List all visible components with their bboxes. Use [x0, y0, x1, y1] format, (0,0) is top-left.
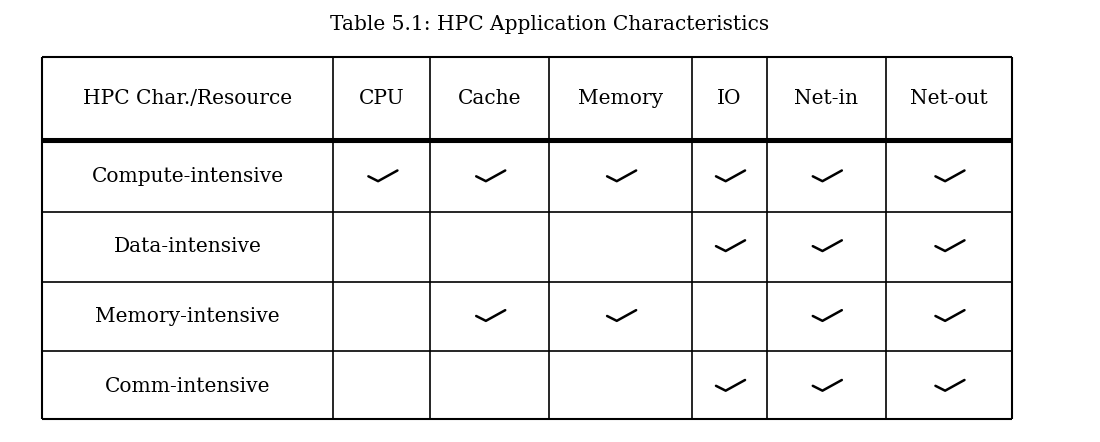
Text: Net-in: Net-in: [794, 89, 858, 108]
Text: Memory-intensive: Memory-intensive: [96, 307, 279, 326]
Text: HPC Char./Resource: HPC Char./Resource: [82, 89, 293, 108]
Text: IO: IO: [717, 89, 741, 108]
Text: Compute-intensive: Compute-intensive: [91, 168, 284, 186]
Text: Data-intensive: Data-intensive: [113, 237, 262, 256]
Text: Table 5.1: HPC Application Characteristics: Table 5.1: HPC Application Characteristi…: [330, 15, 770, 34]
Text: Comm-intensive: Comm-intensive: [104, 377, 271, 396]
Text: CPU: CPU: [359, 89, 405, 108]
Text: Memory: Memory: [578, 89, 663, 108]
Text: Net-out: Net-out: [910, 89, 988, 108]
Text: Cache: Cache: [458, 89, 521, 108]
